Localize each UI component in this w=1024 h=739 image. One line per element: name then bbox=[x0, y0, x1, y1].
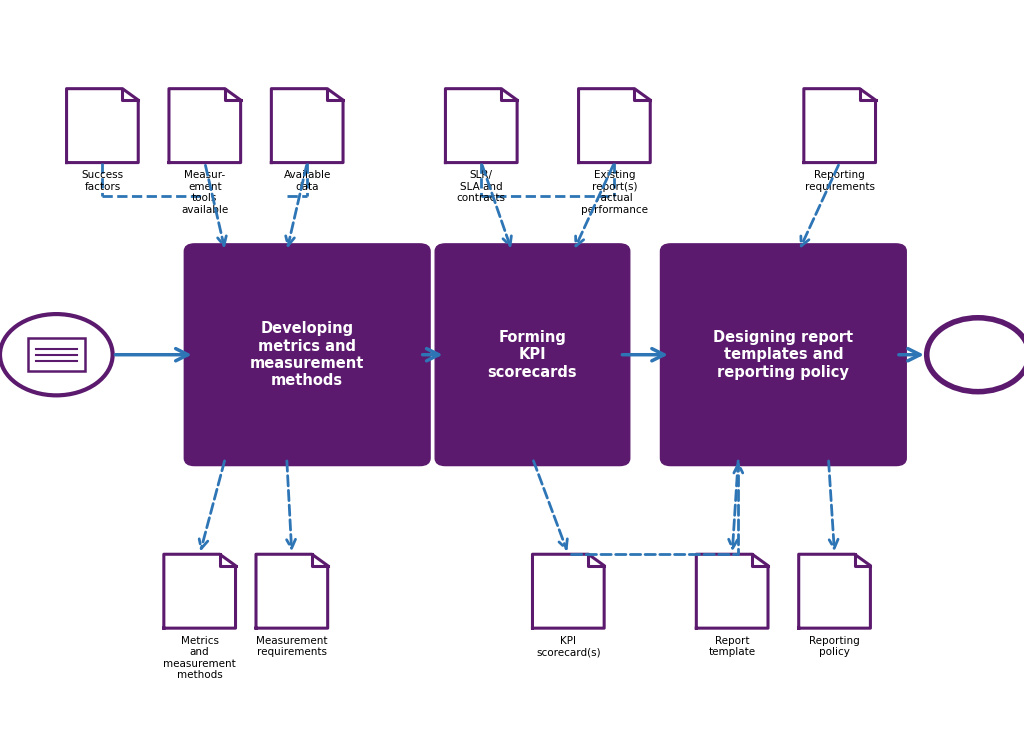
FancyBboxPatch shape bbox=[184, 244, 430, 466]
Text: Success
factors: Success factors bbox=[81, 170, 124, 191]
Text: SLR/
SLA and
contracts: SLR/ SLA and contracts bbox=[457, 170, 506, 203]
Text: Available
data: Available data bbox=[284, 170, 331, 191]
FancyBboxPatch shape bbox=[435, 244, 630, 466]
Text: Developing
metrics and
measurement
methods: Developing metrics and measurement metho… bbox=[250, 321, 365, 388]
Text: Reporting
requirements: Reporting requirements bbox=[805, 170, 874, 191]
Text: Forming
KPI
scorecards: Forming KPI scorecards bbox=[487, 330, 578, 380]
Text: Measur-
ement
tools
available: Measur- ement tools available bbox=[181, 170, 228, 215]
Text: Reporting
policy: Reporting policy bbox=[809, 636, 860, 657]
Text: KPI
scorecard(s): KPI scorecard(s) bbox=[536, 636, 601, 657]
FancyBboxPatch shape bbox=[660, 244, 906, 466]
Text: Designing report
templates and
reporting policy: Designing report templates and reporting… bbox=[714, 330, 853, 380]
Text: Existing
report(s)
/actual
performance: Existing report(s) /actual performance bbox=[581, 170, 648, 215]
Text: Report
template: Report template bbox=[709, 636, 756, 657]
Text: Measurement
requirements: Measurement requirements bbox=[256, 636, 328, 657]
Text: Metrics
and
measurement
methods: Metrics and measurement methods bbox=[163, 636, 237, 681]
